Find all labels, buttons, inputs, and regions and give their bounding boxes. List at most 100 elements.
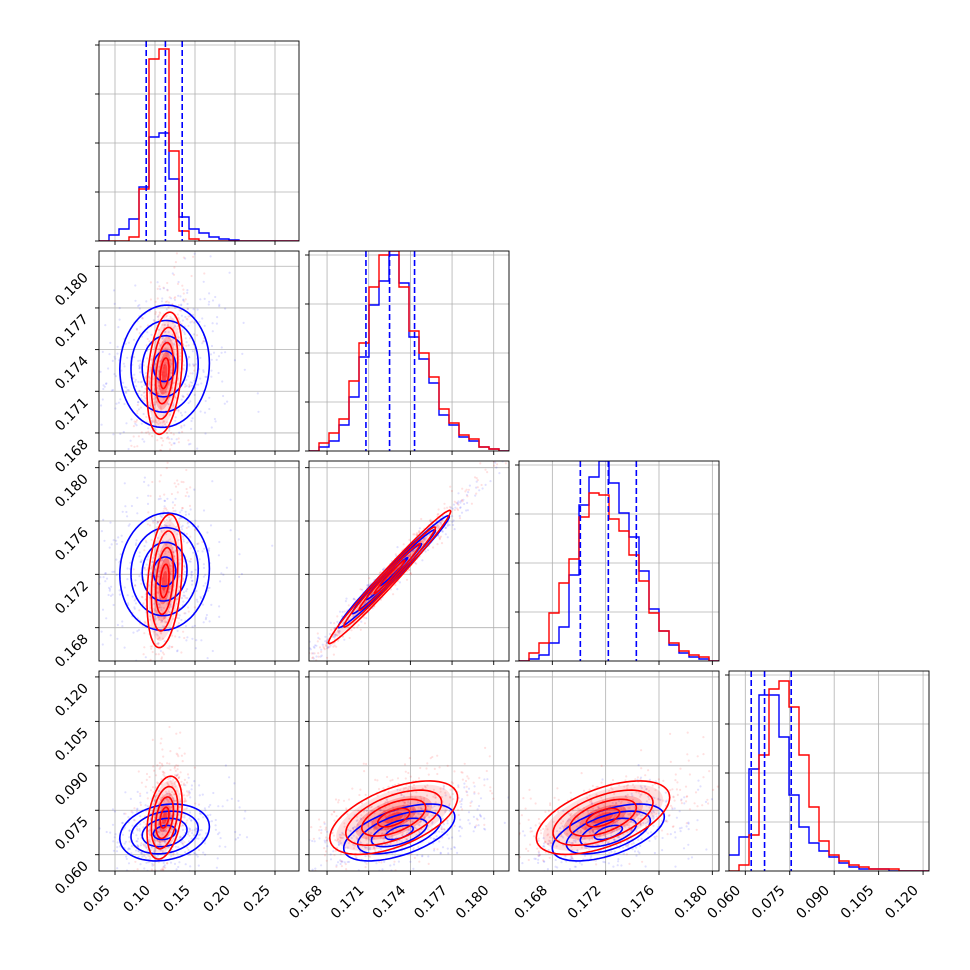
scatter-point-red — [630, 843, 633, 846]
scatter-point-red — [323, 847, 326, 850]
scatter-point-red — [161, 373, 164, 376]
scatter-point-red — [476, 818, 479, 821]
scatter-point-blue — [189, 400, 192, 403]
scatter-point-blue — [271, 544, 274, 547]
scatter-point-blue — [651, 814, 654, 818]
scatter-point-red — [522, 797, 525, 800]
scatter-point-blue — [682, 847, 686, 850]
scatter-point-blue — [644, 865, 647, 868]
scatter-point-blue — [137, 628, 141, 632]
scatter-point-blue — [164, 819, 167, 822]
scatter-point-red — [486, 471, 489, 474]
scatter-point-blue — [129, 561, 132, 565]
scatter-point-red — [433, 847, 436, 850]
scatter-point-red — [332, 810, 336, 813]
scatter-point-blue — [163, 323, 167, 326]
scatter-point-red — [165, 391, 168, 394]
panel-frame — [518, 460, 720, 662]
scatter-point-red — [399, 789, 402, 792]
scatter-point-red — [163, 366, 166, 369]
scatter-point-blue — [209, 813, 212, 817]
scatter-point-red — [146, 324, 149, 327]
scatter-point-red — [159, 796, 163, 799]
scatter-point-blue — [313, 840, 316, 843]
scatter-point-red — [438, 536, 441, 539]
scatter-point-red — [449, 795, 452, 799]
scatter-point-blue — [678, 810, 681, 813]
y-tick-label: 0.168 — [52, 436, 92, 476]
scatter-point-blue — [589, 857, 592, 860]
scatter-point-red — [414, 796, 417, 799]
scatter-point-blue — [234, 838, 237, 841]
scatter-point-red — [185, 317, 188, 320]
scatter-point-blue — [636, 807, 639, 810]
scatter-point-blue — [592, 831, 595, 835]
scatter-point-red — [157, 575, 160, 578]
scatter-point-blue — [166, 792, 169, 795]
scatter-point-red — [377, 831, 380, 834]
scatter-point-red — [157, 642, 160, 645]
scatter-point-red — [410, 795, 413, 798]
scatter-point-red — [150, 517, 153, 520]
scatter-point-red — [453, 508, 456, 512]
scatter-point-blue — [112, 603, 115, 607]
scatter-point-blue — [218, 305, 221, 308]
scatter-point-blue — [156, 522, 159, 525]
scatter-point-blue — [635, 830, 638, 833]
scatter-point-blue — [601, 778, 604, 781]
contour-blue — [118, 512, 211, 632]
scatter-point-blue — [160, 529, 163, 532]
scatter-point-blue — [522, 830, 525, 833]
scatter-point-blue — [184, 851, 187, 854]
scatter-point-red — [173, 767, 176, 770]
scatter-point-blue — [147, 375, 151, 378]
scatter-point-red — [158, 570, 161, 573]
scatter-point-red — [410, 553, 413, 556]
scatter-point-blue — [571, 856, 574, 860]
scatter-point-blue — [542, 837, 545, 840]
scatter-point-blue — [188, 560, 191, 563]
scatter-point-red — [456, 507, 459, 510]
scatter-point-blue — [187, 513, 191, 516]
scatter-point-blue — [578, 821, 582, 824]
scatter-point-blue — [167, 590, 171, 594]
scatter-point-blue — [118, 307, 121, 310]
scatter-point-red — [426, 814, 429, 817]
scatter-point-blue — [146, 558, 149, 561]
scatter-point-blue — [639, 776, 643, 779]
scatter-point-blue — [140, 560, 143, 564]
scatter-point-blue — [145, 573, 148, 577]
scatter-point-red — [168, 383, 171, 386]
scatter-point-red — [453, 824, 456, 828]
scatter-point-blue — [152, 556, 155, 560]
scatter-point-red — [497, 455, 499, 457]
scatter-point-blue — [547, 842, 550, 846]
scatter-point-red — [394, 553, 397, 556]
scatter-point-blue — [186, 307, 190, 311]
scatter-point-blue — [237, 836, 240, 839]
scatter-point-blue — [184, 612, 187, 615]
scatter-point-blue — [153, 531, 156, 534]
scatter-point-blue — [108, 588, 112, 591]
scatter-point-blue — [202, 621, 205, 624]
scatter-point-blue — [210, 820, 213, 823]
scatter-point-blue — [679, 830, 682, 833]
scatter-point-red — [409, 573, 412, 576]
scatter-point-red — [247, 726, 249, 728]
scatter-point-blue — [603, 861, 606, 864]
scatter-point-red — [386, 775, 389, 779]
scatter-point-red — [186, 819, 189, 822]
scatter-point-blue — [59, 567, 61, 569]
scatter-point-red — [195, 334, 199, 337]
scatter-point-red — [185, 532, 188, 536]
scatter-point-blue — [174, 509, 177, 512]
scatter-point-blue — [147, 484, 150, 487]
scatter-point-blue — [332, 635, 335, 638]
scatter-point-blue — [115, 402, 118, 405]
scatter-point-blue — [477, 824, 480, 827]
scatter-point-red — [183, 800, 186, 804]
scatter-point-blue — [137, 401, 140, 404]
scatter-point-blue — [513, 882, 515, 884]
scatter-point-blue — [188, 790, 191, 793]
scatter-point-blue — [171, 272, 174, 275]
